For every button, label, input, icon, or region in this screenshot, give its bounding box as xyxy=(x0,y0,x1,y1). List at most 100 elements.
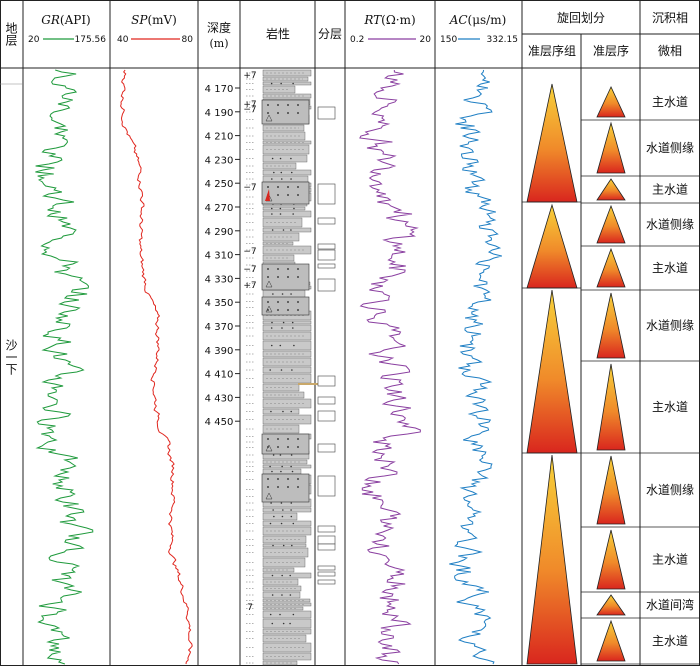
lith-dot xyxy=(271,574,274,577)
lith-marker: +7 xyxy=(243,281,256,291)
lith-dot xyxy=(280,470,282,473)
lith-dot xyxy=(297,446,299,448)
depth-label: 4 270 xyxy=(205,203,234,214)
lith-dot xyxy=(282,321,285,324)
parasequence-set-triangle xyxy=(526,289,578,454)
lith-dot xyxy=(291,470,294,473)
lith-dot xyxy=(279,157,282,160)
lith-dot xyxy=(282,622,285,625)
lith-dot xyxy=(280,82,282,85)
rt-header: RT(Ω·m) 0.2 20 xyxy=(350,13,431,45)
layer-box xyxy=(317,375,336,387)
layer-box xyxy=(317,410,336,422)
cycle-sub1: 准层序组 xyxy=(528,43,576,58)
lith-bed xyxy=(262,408,300,415)
layering-header: 分层 xyxy=(318,27,342,41)
lith-dot xyxy=(281,327,283,329)
facies-label: 主水道 xyxy=(652,400,688,414)
lith-dot xyxy=(287,194,289,196)
lith-dot xyxy=(277,309,279,311)
layer-box xyxy=(317,535,336,545)
lith-dot xyxy=(290,178,292,180)
facies-label: 主水道 xyxy=(652,95,688,109)
parasequence-set-triangle xyxy=(526,203,578,289)
lith-dot xyxy=(267,268,269,270)
layer-box xyxy=(317,443,336,453)
svg-text:(m): (m) xyxy=(209,37,228,50)
strata-label: 沙一下 xyxy=(4,339,18,375)
lith-dot xyxy=(271,594,274,596)
lith-dot xyxy=(277,268,279,270)
lith-dot xyxy=(267,301,269,303)
parasequence-triangle xyxy=(596,86,626,118)
layer-box xyxy=(317,571,336,577)
layer-box xyxy=(317,278,336,292)
lith-bed xyxy=(262,459,308,465)
lith-dot xyxy=(297,486,299,488)
svg-text:GR(API): GR(API) xyxy=(41,13,90,27)
sp-header: SP(mV) 40 80 xyxy=(117,13,193,45)
lithology-header: 岩性 xyxy=(266,26,290,41)
lith-dot xyxy=(271,470,273,473)
lith-dot xyxy=(297,112,299,114)
lith-dot xyxy=(277,486,279,488)
parasequence-set-triangle xyxy=(526,454,578,665)
parasequence-triangle xyxy=(596,178,626,201)
lith-dot xyxy=(297,194,299,196)
lith-marker: −7 xyxy=(243,183,256,193)
lith-dot xyxy=(277,446,279,448)
lith-bed xyxy=(262,520,312,527)
lith-dot xyxy=(280,369,283,371)
lith-dot xyxy=(281,293,284,295)
lith-dot xyxy=(282,544,285,547)
lith-bed xyxy=(262,512,298,521)
lith-dot xyxy=(291,321,294,324)
lith-bed xyxy=(262,543,307,548)
lith-dot xyxy=(287,438,289,440)
lith-dot xyxy=(280,171,283,174)
lith-bed xyxy=(262,464,312,469)
facies-label: 水道侧缘 xyxy=(646,483,694,497)
depth-label: 4 310 xyxy=(205,251,234,262)
lith-dot xyxy=(281,515,284,518)
gr-curve xyxy=(35,69,94,665)
lith-dot xyxy=(277,301,279,303)
lith-dot xyxy=(287,112,289,114)
lith-marker: −7 xyxy=(243,247,256,257)
layer-box xyxy=(317,579,336,585)
lith-dot xyxy=(293,207,295,210)
lith-dot xyxy=(282,410,284,413)
lith-dot xyxy=(273,171,275,174)
lith-dot xyxy=(292,613,295,616)
lith-dot xyxy=(290,157,292,160)
gr-unit: (API) xyxy=(60,13,91,27)
lith-sand xyxy=(261,473,310,503)
lith-bed xyxy=(262,340,312,351)
lith-dot xyxy=(272,454,275,456)
lith-bed xyxy=(262,320,312,325)
lith-dot xyxy=(279,207,282,210)
lith-sand xyxy=(261,296,310,316)
lith-dot xyxy=(277,276,279,278)
lith-dot xyxy=(277,104,279,106)
lith-dot xyxy=(269,613,272,616)
lith-dot xyxy=(297,309,299,311)
lith-dot xyxy=(273,515,275,518)
sp-name: SP xyxy=(131,13,148,27)
lith-dot xyxy=(289,594,292,596)
lith-dot xyxy=(290,502,293,504)
lith-dot xyxy=(271,157,274,160)
lith-dot xyxy=(271,213,273,215)
lith-dot xyxy=(270,82,273,85)
sp-unit: (mV) xyxy=(147,13,176,27)
svg-text:SP(mV): SP(mV) xyxy=(131,13,177,27)
lith-dot xyxy=(279,454,282,456)
lith-dot xyxy=(291,369,293,371)
lith-symbol xyxy=(265,444,273,452)
lith-dot xyxy=(267,478,269,480)
lith-dot xyxy=(292,82,294,85)
lith-bed xyxy=(262,227,312,233)
gr-min: 20 xyxy=(28,35,40,45)
